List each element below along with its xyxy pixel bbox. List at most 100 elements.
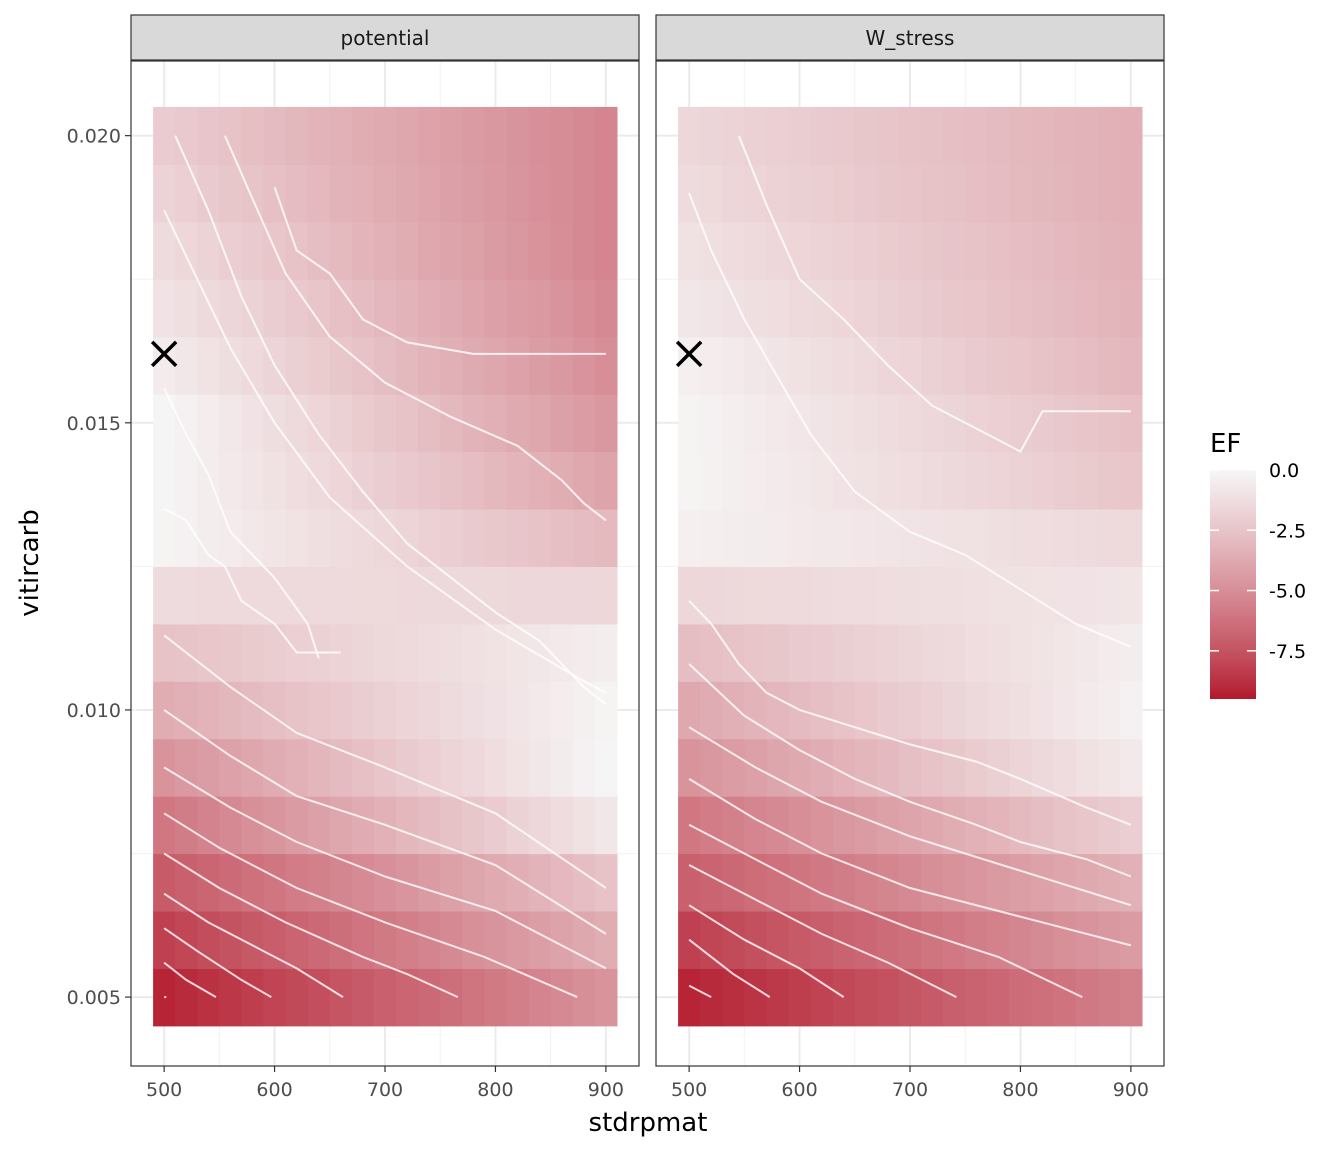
heatmap-tile [921,451,944,510]
heatmap-tile [876,623,900,682]
heatmap-tile [1053,566,1077,625]
heatmap-tile [810,164,834,223]
x-tick-label: 700 [367,1079,403,1101]
heatmap-tile [1031,796,1055,855]
heatmap-tile [351,106,375,165]
heatmap-tile [766,968,790,1027]
heatmap-tile [329,968,353,1027]
heatmap-tile [766,106,790,165]
heatmap-tile [175,508,198,567]
heatmap-tile [1119,853,1143,912]
heatmap-tile [307,106,331,165]
heatmap-tile [175,279,198,338]
heatmap-tile [678,968,701,1027]
heatmap-tile [832,681,856,740]
heatmap-tile [1053,738,1077,797]
heatmap-tile [898,738,922,797]
heatmap-tile [810,566,834,625]
legend-colorbar [1210,470,1256,699]
heatmap-tile [744,451,768,510]
heatmap-tile [854,910,878,969]
heatmap-tile [572,796,596,855]
heatmap-tile [550,910,574,969]
y-tick-label: 0.020 [67,126,121,148]
heatmap-tile [440,394,463,453]
contour-line [688,192,1132,648]
heatmap-tile [832,451,856,510]
heatmap-tile [1075,164,1099,223]
heatmap-tile [1097,279,1121,338]
heatmap-tile [351,796,375,855]
heatmap-tile [462,336,485,395]
heatmap-tile [1119,336,1143,395]
contour-line [163,892,344,998]
heatmap-tile [594,796,618,855]
heatmap-tile [197,968,220,1027]
heatmap-tile [1097,164,1121,223]
heatmap-tiles [153,106,618,1027]
heatmap-tile [528,221,552,280]
heatmap-tile [722,910,745,969]
heatmap-tile [788,451,812,510]
heatmap-tile [832,221,856,280]
heatmap-tile [329,853,353,912]
heatmap-tile [722,279,745,338]
heatmap-tile [876,279,900,338]
heatmap-tile [550,623,574,682]
heatmap-tile [373,853,397,912]
heatmap-tile [1119,910,1143,969]
heatmap-tile [1097,221,1121,280]
heatmap-tile [810,279,834,338]
heatmap-tile [153,164,176,223]
heatmap-tile [241,853,265,912]
heatmap-tile [810,221,834,280]
heatmap-tile [462,394,485,453]
heatmap-tile [550,336,574,395]
heatmap-tile [921,508,944,567]
contour-line [174,135,607,705]
heatmap-tile [788,738,812,797]
heatmap-tile [876,968,900,1027]
heatmap-tile [832,853,856,912]
heatmap-tile [788,164,812,223]
heatmap-tile [1031,394,1055,453]
legend-title: EF [1210,429,1241,459]
heatmap-tile [1009,738,1033,797]
heatmap-tile [810,738,834,797]
heatmap-tile [440,451,463,510]
heatmap-tile [1075,681,1099,740]
contour-line [163,209,607,694]
heatmap-tile [572,623,596,682]
heatmap-tile [1119,221,1143,280]
heatmap-tile [965,279,988,338]
heatmap-tile [898,623,922,682]
heatmap-tile [263,106,287,165]
heatmap-tile [462,910,485,969]
heatmap-tile [484,164,508,223]
strip-label: potential [341,26,430,50]
contour-line [163,927,272,998]
heatmap-tile [1075,106,1099,165]
heatmap-tile [943,623,966,682]
heatmap-tile [744,623,768,682]
heatmap-tile [1053,394,1077,453]
heatmap-tile [921,279,944,338]
heatmap-tile [1097,451,1121,510]
heatmap-tile [153,106,176,165]
heatmap-tile [175,106,198,165]
contour-line [688,778,1132,947]
heatmap-tile [351,394,375,453]
heatmap-tile [484,968,508,1027]
heatmap-tile [329,508,353,567]
heatmap-tile [810,451,834,510]
heatmap-tile [241,394,265,453]
heatmap-tile [418,738,441,797]
heatmap-tile [678,336,701,395]
heatmap-tile [1009,221,1033,280]
heatmap-tile [550,221,574,280]
heatmap-tile [1097,796,1121,855]
heatmap-tile [1075,221,1099,280]
heatmap-tile [744,796,768,855]
heatmap-tile [943,738,966,797]
heatmap-tile [594,738,618,797]
